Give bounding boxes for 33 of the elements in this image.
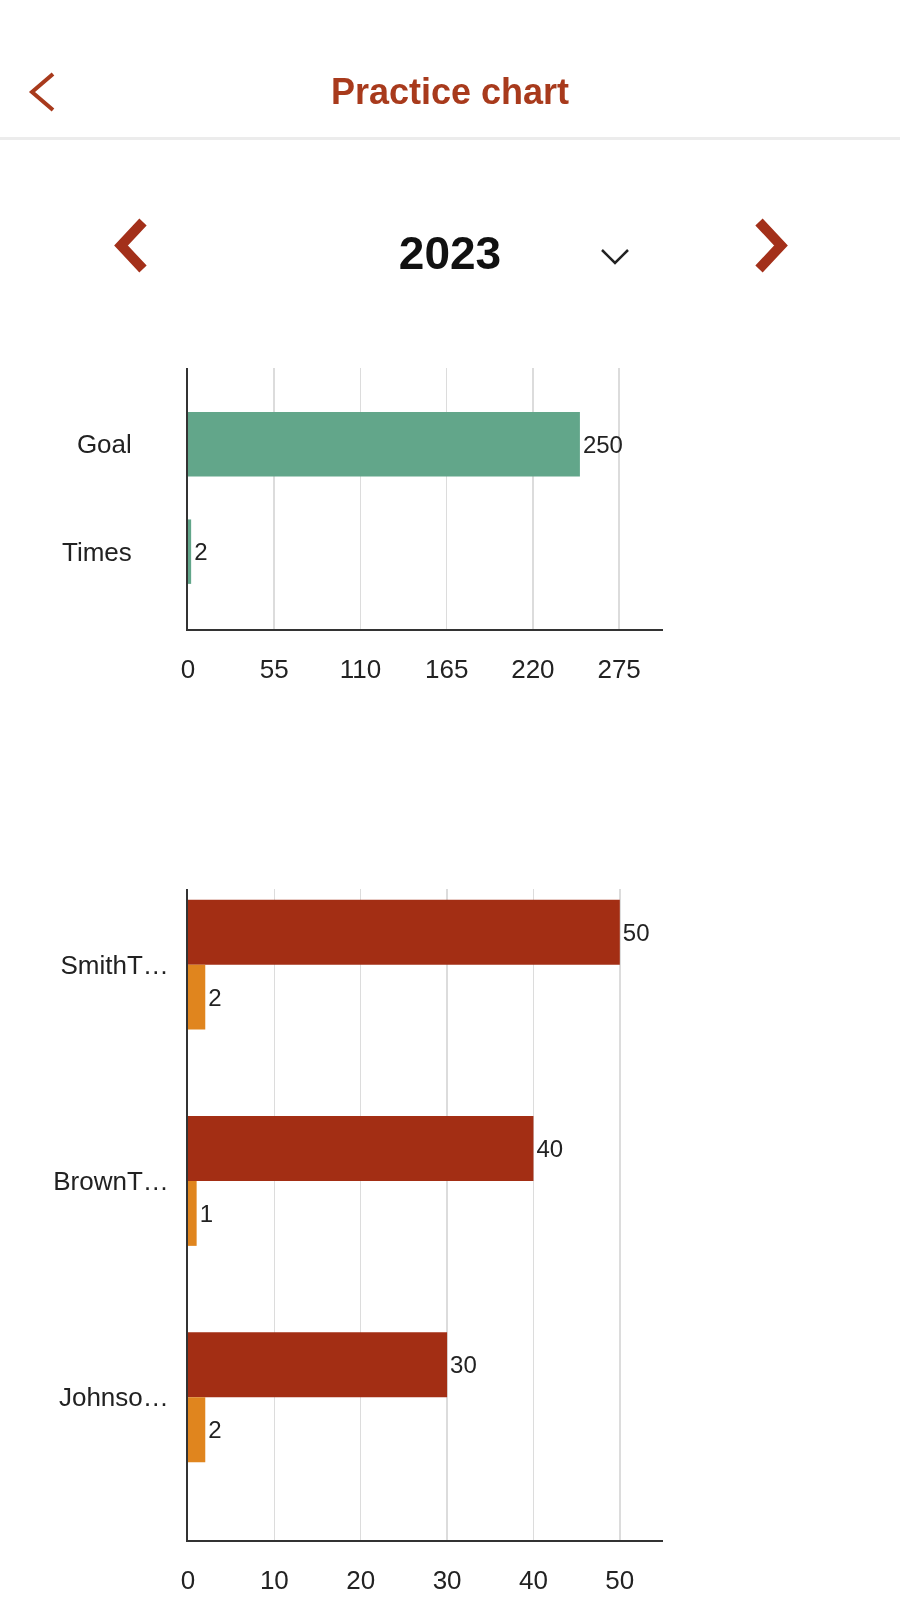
x-tick-label: 220 [511,654,555,685]
data-label: 2 [194,538,208,566]
chart-subtitle: 2023 [397,226,503,280]
y-tick-label: BrownT… [53,1166,169,1197]
data-label: 40 [536,1135,564,1163]
y-tick-label: Johnso… [58,1382,169,1413]
x-tick-label: 165 [424,654,469,685]
y-tick-label: Times [61,536,132,567]
data-label: 1 [199,1199,213,1227]
x-tick-label: 50 [605,1565,635,1596]
y-tick-label: SmithT… [60,949,169,980]
bar [188,1116,534,1181]
y-tick-label: Goal [76,429,132,460]
bar [188,964,206,1030]
bar [188,1180,197,1246]
data-label: 2 [208,1416,222,1444]
x-tick-label: 40 [518,1565,548,1596]
x-tick-label: 55 [259,654,289,685]
data-label: 30 [450,1351,477,1379]
x-tick-label: 10 [259,1565,289,1596]
data-label: 2 [208,983,222,1011]
x-tick-label: 30 [432,1565,462,1596]
bar [188,1332,448,1398]
bar [188,899,620,965]
x-tick-label: 0 [180,654,196,685]
bar [188,1397,206,1463]
x-tick-label: 275 [597,654,641,685]
data-label: 50 [622,918,650,946]
chart-title: Practice chart [329,70,571,114]
x-tick-label: 20 [346,1565,376,1596]
data-label: 250 [582,430,623,458]
x-tick-label: 110 [339,654,382,685]
x-tick-label: 0 [180,1565,196,1596]
